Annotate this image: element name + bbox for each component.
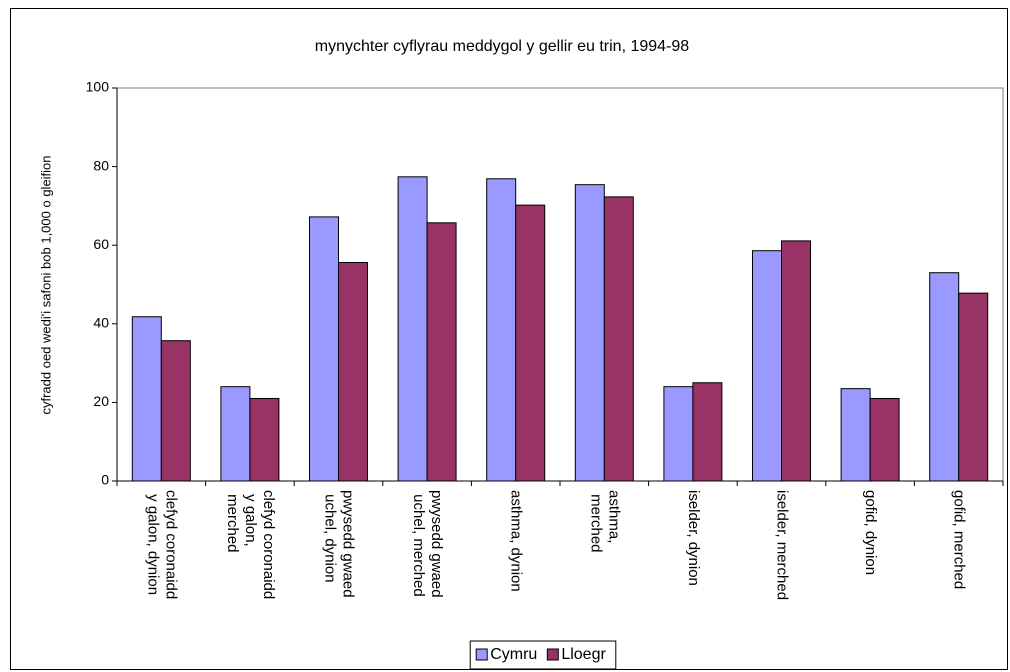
bar	[663, 386, 694, 482]
chart-title: mynychter cyflyrau meddygol y gellir eu …	[315, 38, 689, 55]
x-tick-label: iselder, dynion	[685, 490, 702, 586]
x-tick-label: gofid, merched	[951, 490, 968, 589]
x-tick-label: pwysedd gwaed uchel, dynion	[322, 490, 357, 598]
bar	[131, 316, 162, 482]
legend: Cymru Lloegr	[469, 640, 617, 670]
y-tick-label: 0	[101, 472, 109, 488]
bar	[752, 250, 782, 482]
bar	[869, 397, 900, 482]
x-tick-label: clefyd coronaidd y galon, merched	[224, 490, 277, 599]
bar	[249, 397, 280, 482]
y-tick-label: 100	[86, 79, 110, 95]
bar	[486, 178, 517, 482]
bar	[574, 184, 605, 482]
bar	[426, 222, 457, 482]
y-tick-label: 40	[93, 315, 109, 331]
x-tick-label: asthma, merched	[587, 490, 622, 553]
bar	[220, 386, 251, 482]
y-tick-label: 60	[93, 236, 109, 252]
bar	[338, 261, 368, 482]
bar	[309, 216, 339, 482]
y-tick-label: 80	[93, 157, 109, 173]
bar	[840, 388, 871, 482]
legend-swatch	[546, 648, 559, 661]
bar	[397, 176, 428, 482]
x-tick-label: asthma, dynion	[508, 490, 525, 592]
x-tick-label: iselder, merched	[774, 490, 791, 600]
legend-label: Cymru	[490, 646, 537, 663]
x-tick-label: pwysedd gwaed uchel, merched	[410, 490, 445, 598]
bar	[958, 292, 989, 482]
y-axis-label: cyfradd oed wedi'i safoni bob 1,000 o gl…	[38, 155, 53, 414]
bar	[160, 340, 191, 482]
legend-box	[469, 640, 617, 670]
bar	[929, 272, 960, 482]
legend-swatch	[475, 648, 488, 661]
bar	[603, 196, 634, 482]
bar	[692, 382, 723, 482]
bar	[515, 204, 546, 482]
legend-label: Lloegr	[561, 646, 606, 663]
bar	[781, 240, 811, 482]
y-tick-label: 20	[93, 393, 109, 409]
x-tick-label: gofid, dynion	[862, 490, 879, 575]
x-tick-label: clefyd coronaidd y galon, dynion	[144, 490, 179, 599]
